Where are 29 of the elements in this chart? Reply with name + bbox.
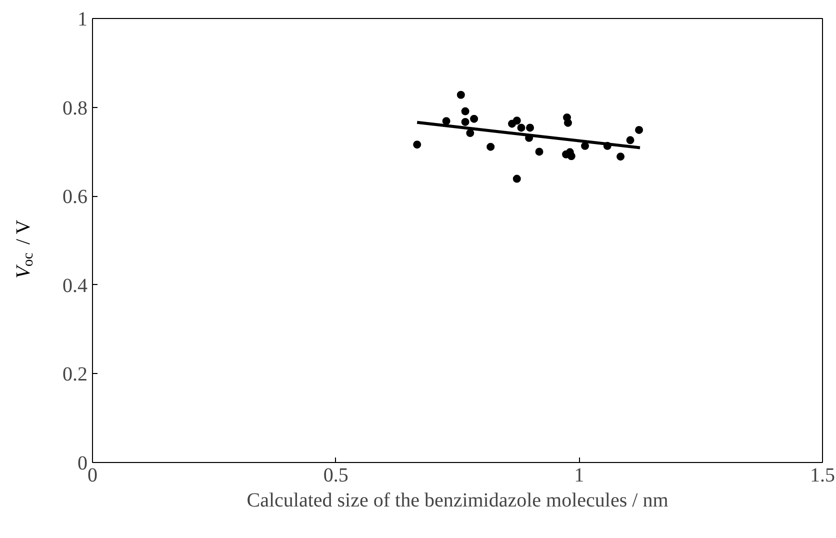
point xyxy=(616,152,625,161)
point xyxy=(626,136,634,144)
point xyxy=(564,118,572,127)
y-tick-label: 0.2 xyxy=(62,364,88,386)
point xyxy=(470,114,478,123)
point xyxy=(567,152,576,160)
point xyxy=(526,124,534,132)
point xyxy=(517,124,526,132)
point xyxy=(512,174,521,183)
point xyxy=(635,126,644,134)
point xyxy=(461,107,470,116)
x-tick-label: 1 xyxy=(574,464,584,486)
x-tick-label: 1.5 xyxy=(810,464,835,486)
point xyxy=(581,142,590,150)
x-tick-label: 0.5 xyxy=(323,464,348,486)
y-tick-label: 0.8 xyxy=(62,97,88,120)
y-axis-title: Voc / V xyxy=(12,219,36,278)
point xyxy=(466,129,474,138)
point xyxy=(535,148,544,156)
y-tick-label: 0.6 xyxy=(62,186,88,208)
point xyxy=(456,90,465,99)
x-axis-title: Calculated size of the benzimidazole molecules / nm xyxy=(246,490,669,512)
point xyxy=(461,118,470,126)
point xyxy=(486,142,495,151)
y-tick-label: 1 xyxy=(78,8,88,30)
point xyxy=(413,140,422,149)
point xyxy=(442,117,450,126)
point xyxy=(512,116,521,125)
y-tick-label: 0.4 xyxy=(62,274,88,297)
